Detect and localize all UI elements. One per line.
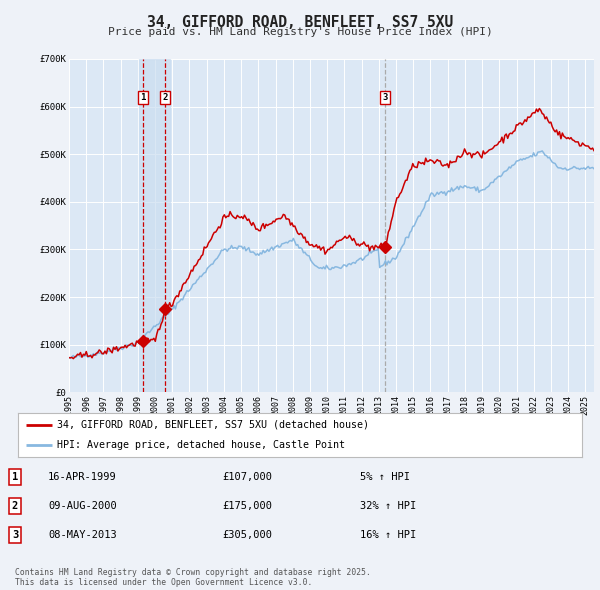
Text: 09-AUG-2000: 09-AUG-2000 [48, 501, 117, 511]
Bar [139, 59, 170, 392]
Text: £107,000: £107,000 [222, 471, 272, 481]
Text: 08-MAY-2013: 08-MAY-2013 [48, 530, 117, 540]
Text: 1: 1 [12, 471, 18, 481]
Text: £305,000: £305,000 [222, 530, 272, 540]
Text: HPI: Average price, detached house, Castle Point: HPI: Average price, detached house, Cast… [58, 440, 346, 450]
Text: 1: 1 [140, 93, 146, 102]
Text: 34, GIFFORD ROAD, BENFLEET, SS7 5XU: 34, GIFFORD ROAD, BENFLEET, SS7 5XU [147, 15, 453, 30]
Text: 16% ↑ HPI: 16% ↑ HPI [360, 530, 416, 540]
Text: 5% ↑ HPI: 5% ↑ HPI [360, 471, 410, 481]
Text: £175,000: £175,000 [222, 501, 272, 511]
Text: 3: 3 [12, 530, 18, 540]
Text: 3: 3 [382, 93, 388, 102]
Text: Contains HM Land Registry data © Crown copyright and database right 2025.
This d: Contains HM Land Registry data © Crown c… [15, 568, 371, 587]
Text: 16-APR-1999: 16-APR-1999 [48, 471, 117, 481]
Text: 32% ↑ HPI: 32% ↑ HPI [360, 501, 416, 511]
Text: 2: 2 [12, 501, 18, 511]
Text: 34, GIFFORD ROAD, BENFLEET, SS7 5XU (detached house): 34, GIFFORD ROAD, BENFLEET, SS7 5XU (det… [58, 420, 370, 430]
Text: 2: 2 [163, 93, 168, 102]
Text: Price paid vs. HM Land Registry's House Price Index (HPI): Price paid vs. HM Land Registry's House … [107, 27, 493, 37]
